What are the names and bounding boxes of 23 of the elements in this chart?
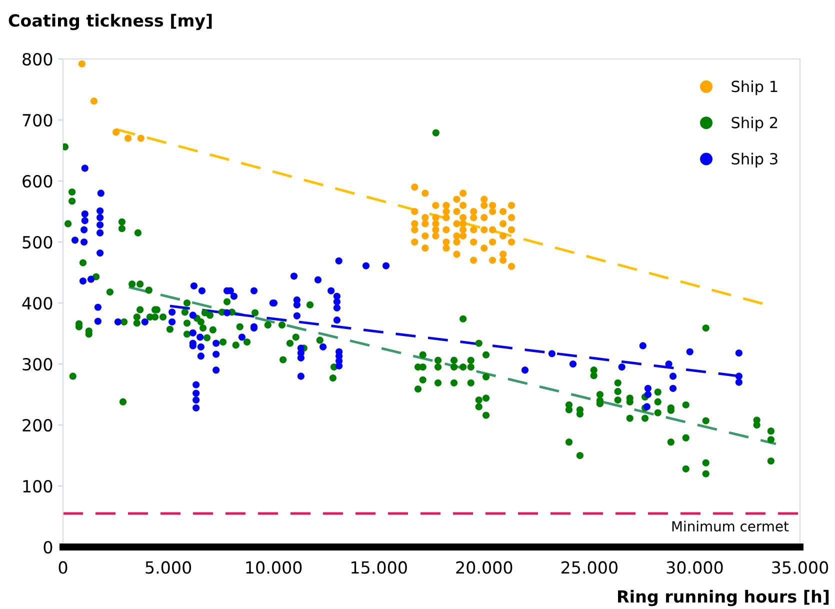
x-tick-label: 10.000 — [246, 561, 302, 574]
y-tick-label: 800 — [22, 52, 52, 66]
y-tick-label: 0 — [44, 540, 52, 554]
legend-label: Ship 3 — [732, 152, 778, 168]
y-tick-label: 700 — [22, 114, 52, 127]
y-tick-label: 600 — [22, 174, 52, 188]
ref-line-label: Minimum cermet — [672, 520, 789, 532]
x-tick-label: 35.000 — [772, 561, 828, 574]
x-tick-label: 20.000 — [456, 561, 512, 574]
legend-label: Ship 1 — [732, 80, 778, 96]
y-tick-label: 300 — [22, 358, 52, 371]
y-tick-label: 400 — [22, 296, 52, 310]
legend-label: Ship 2 — [732, 116, 778, 132]
y-tick-label: 200 — [22, 418, 52, 432]
x-tick-label: 15.000 — [352, 561, 407, 574]
y-tick-label: 500 — [22, 236, 52, 249]
x-tick-label: 0 — [58, 561, 68, 574]
x-tick-label: 25.000 — [561, 561, 618, 574]
y-tick-label: 100 — [23, 480, 52, 493]
x-tick-label: 5.000 — [146, 561, 192, 574]
x-tick-label: 30.000 — [666, 561, 723, 574]
y-axis-title: Coating tickness [my] — [8, 14, 212, 30]
x-axis-title: Ring running hours [h] — [618, 590, 829, 606]
